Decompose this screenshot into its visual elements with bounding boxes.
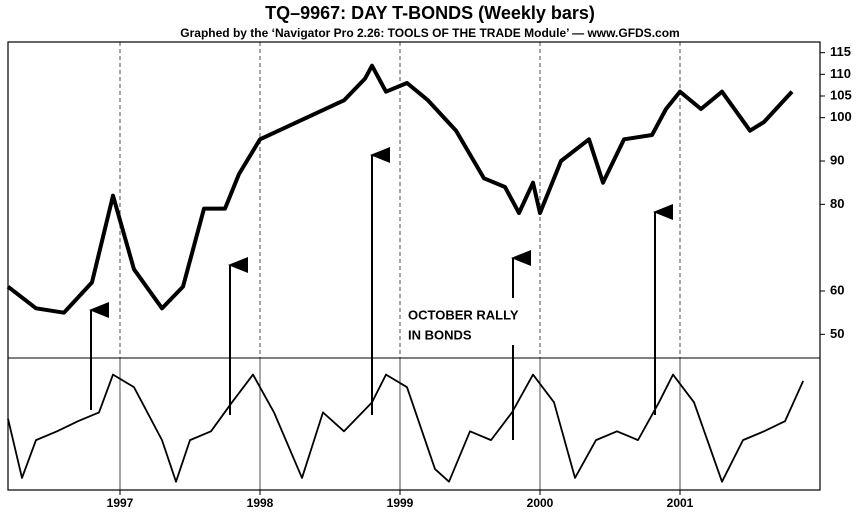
y-tick-label: 50 [830,326,844,341]
chart-subtitle: Graphed by the ‘Navigator Pro 2.26: TOOL… [180,26,679,40]
y-tick-label: 80 [830,196,844,211]
arrows [89,147,673,440]
y-tick-label: 60 [830,282,844,297]
x-tick-label: 1998 [247,496,274,510]
y-tick-label: 90 [830,152,844,167]
annotation: OCTOBER RALLY [408,307,519,322]
plot-frame [7,41,821,491]
x-tick-label: 2001 [667,496,694,510]
x-tick-label: 2000 [527,496,554,510]
x-tick-label: 1999 [387,496,414,510]
y-tick-label: 100 [830,109,852,124]
chart-title: TQ–9967: DAY T-BONDS (Weekly bars) [265,3,595,23]
oscillator-line [7,373,805,483]
y-tick-label: 110 [830,66,851,81]
price-line [6,63,794,315]
x-tick-label: 1997 [107,496,134,510]
y-tick-label: 115 [830,44,851,59]
annotation: IN BONDS [408,327,472,342]
y-tick-label: 105 [830,87,852,102]
